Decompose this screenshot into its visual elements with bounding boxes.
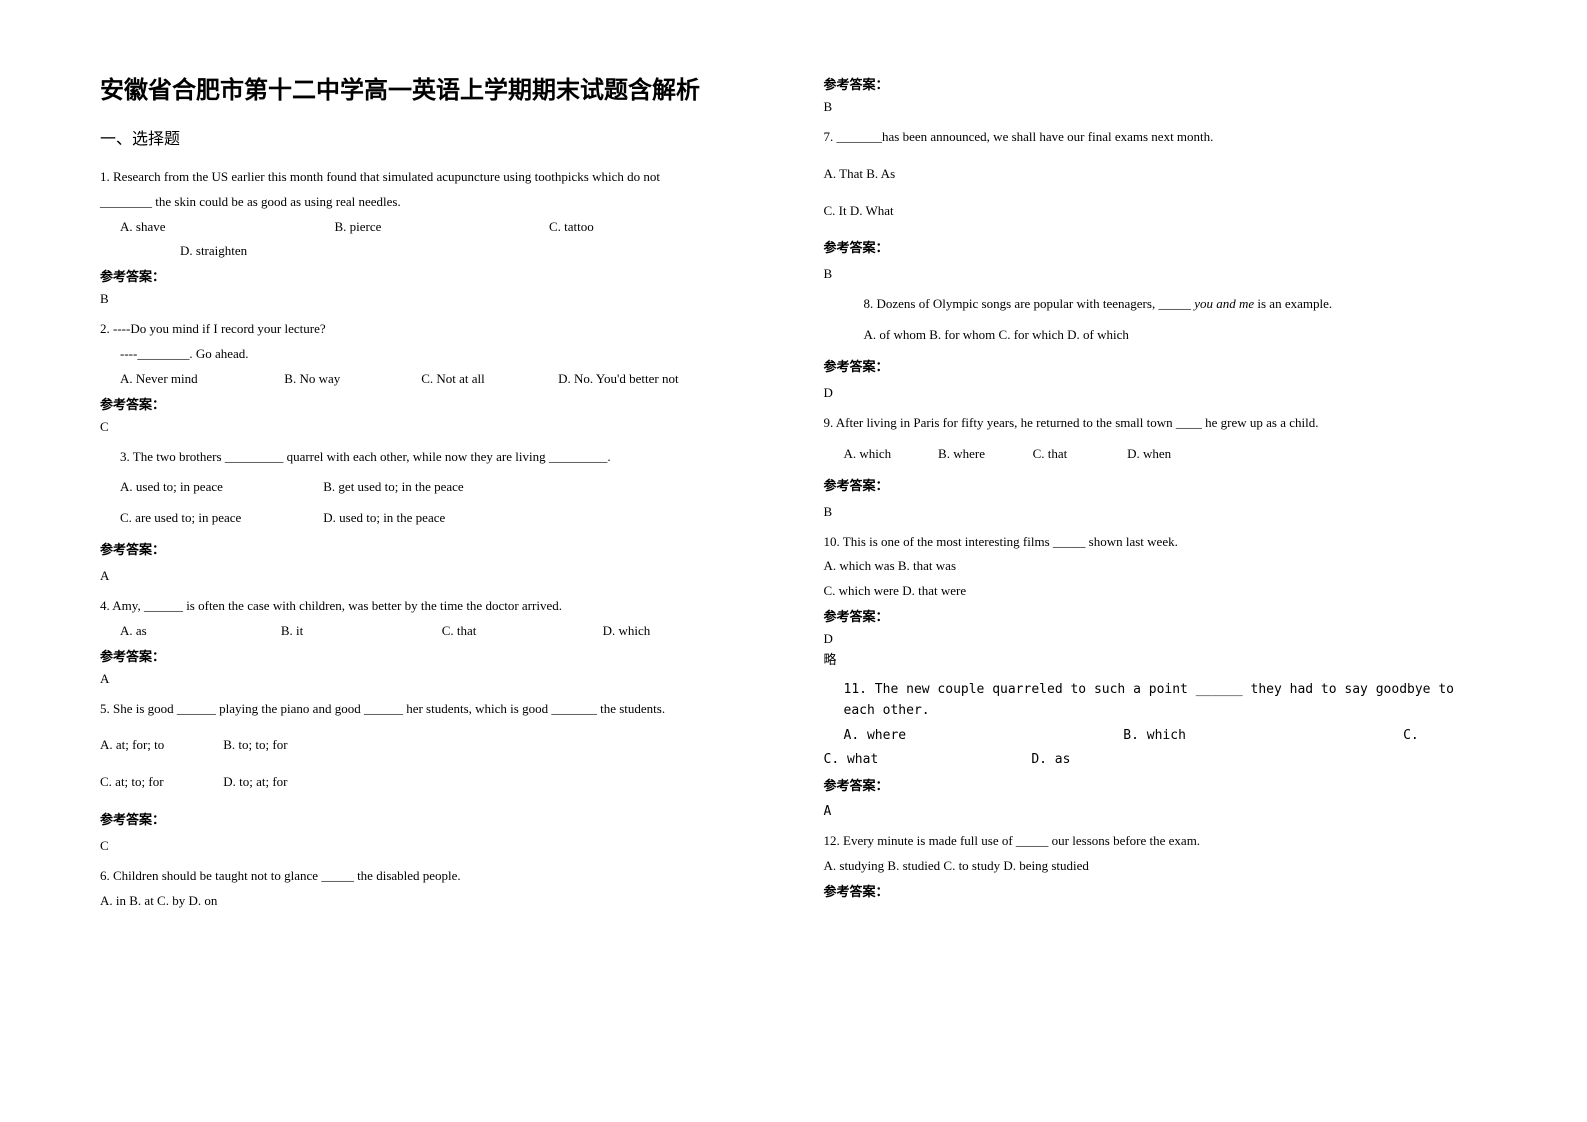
q1-line1: 1. Research from the US earlier this mon… xyxy=(100,167,764,188)
q3-optD: D. used to; in the peace xyxy=(323,510,445,525)
q1-answer: B xyxy=(100,291,764,307)
q12-text: 12. Every minute is made full use of ___… xyxy=(824,831,1488,852)
q3-optB: B. get used to; in the peace xyxy=(323,479,463,494)
q2-answer-label: 参考答案： xyxy=(100,394,764,413)
q3-row2: C. are used to; in peace D. used to; in … xyxy=(100,508,764,529)
q8-answer-label: 参考答案： xyxy=(824,356,1488,375)
q9-optD: D. when xyxy=(1127,444,1222,465)
q8-text-italic: you and me xyxy=(1194,296,1254,311)
q9-optC: C. that xyxy=(1033,444,1128,465)
q11-row2: C. what D. as xyxy=(824,750,1488,771)
q6-answer-label: 参考答案： xyxy=(824,74,1488,93)
q3-optA: A. used to; in peace xyxy=(120,477,320,498)
q4-options: A. as B. it C. that D. which xyxy=(100,621,764,642)
q2-optD: D. No. You'd better not xyxy=(558,369,763,390)
q1-optA: A. shave xyxy=(120,217,335,238)
q4-optD: D. which xyxy=(603,621,764,642)
q2-optA: A. Never mind xyxy=(120,369,284,390)
q1-optC: C. tattoo xyxy=(549,217,764,238)
q9-answer: B xyxy=(824,504,1488,520)
page-title: 安徽省合肥市第十二中学高一英语上学期期末试题含解析 xyxy=(100,70,764,105)
q4-optB: B. it xyxy=(281,621,442,642)
q10-answer-label: 参考答案： xyxy=(824,606,1488,625)
q7-answer-label: 参考答案： xyxy=(824,237,1488,256)
q11-optC: C. what xyxy=(824,750,1024,771)
q3-answer-label: 参考答案： xyxy=(100,539,764,558)
q11-answer-label: 参考答案： xyxy=(824,775,1488,794)
q3-answer: A xyxy=(100,568,764,584)
q5-optC: C. at; to; for xyxy=(100,772,220,793)
q2-line1: 2. ----Do you mind if I record your lect… xyxy=(100,319,764,340)
q6-answer: B xyxy=(824,99,1488,115)
q3-optC: C. are used to; in peace xyxy=(120,508,320,529)
q11-optA: A. where xyxy=(844,726,1124,747)
q5-optA: A. at; for; to xyxy=(100,735,220,756)
q3-text: 3. The two brothers _________ quarrel wi… xyxy=(100,447,764,468)
q5-row2: C. at; to; for D. to; at; for xyxy=(100,772,764,793)
q5-answer-label: 参考答案： xyxy=(100,809,764,828)
q5-optD: D. to; at; for xyxy=(223,774,287,789)
q4-answer: A xyxy=(100,671,764,687)
q9-text: 9. After living in Paris for fifty years… xyxy=(824,413,1488,434)
q8-answer: D xyxy=(824,385,1488,401)
q10-row1: A. which was B. that was xyxy=(824,556,1488,577)
section-heading: 一、选择题 xyxy=(100,125,764,149)
q5-text: 5. She is good ______ playing the piano … xyxy=(100,699,764,720)
q10-row2: C. which were D. that were xyxy=(824,581,1488,602)
q11-row1: A. where B. which C. xyxy=(824,726,1488,747)
q8-text-a: 8. Dozens of Olympic songs are popular w… xyxy=(864,296,1195,311)
q5-answer: C xyxy=(100,838,764,854)
q1-optD: D. straighten xyxy=(100,241,764,262)
q7-answer: B xyxy=(824,266,1488,282)
q7-row2: C. It D. What xyxy=(824,201,1488,222)
q11-text: 11. The new couple quarreled to such a p… xyxy=(824,680,1488,722)
q11-optC-prefix: C. xyxy=(1403,726,1487,747)
q10-text: 10. This is one of the most interesting … xyxy=(824,532,1488,553)
left-column: 安徽省合肥市第十二中学高一英语上学期期末试题含解析 一、选择题 1. Resea… xyxy=(100,70,794,1102)
q8-text-b: is an example. xyxy=(1254,296,1332,311)
q6-options: A. in B. at C. by D. on xyxy=(100,891,764,912)
q4-text: 4. Amy, ______ is often the case with ch… xyxy=(100,596,764,617)
q2-optB: B. No way xyxy=(284,369,421,390)
q10-skip: 略 xyxy=(824,649,1488,668)
q10-answer: D xyxy=(824,631,1488,647)
q9-optB: B. where xyxy=(938,444,1033,465)
q2-line2: ----________. Go ahead. xyxy=(100,344,764,365)
q1-answer-label: 参考答案： xyxy=(100,266,764,285)
q1-options-row1: A. shave B. pierce C. tattoo xyxy=(100,217,764,238)
q2-optC: C. Not at all xyxy=(421,369,558,390)
q1-line2: ________ the skin could be as good as us… xyxy=(100,192,764,213)
q6-text: 6. Children should be taught not to glan… xyxy=(100,866,764,887)
q9-options: A. which B. where C. that D. when xyxy=(824,444,1222,465)
q9-optA: A. which xyxy=(844,444,939,465)
q12-options: A. studying B. studied C. to study D. be… xyxy=(824,856,1488,877)
q11-optB: B. which xyxy=(1123,726,1403,747)
q7-row1: A. That B. As xyxy=(824,164,1488,185)
q4-optC: C. that xyxy=(442,621,603,642)
q8-options: A. of whom B. for whom C. for which D. o… xyxy=(824,325,1488,346)
q5-row1: A. at; for; to B. to; to; for xyxy=(100,735,764,756)
q9-answer-label: 参考答案： xyxy=(824,475,1488,494)
q11-optD: D. as xyxy=(1031,752,1070,767)
q3-row1: A. used to; in peace B. get used to; in … xyxy=(100,477,764,498)
q5-optB: B. to; to; for xyxy=(223,737,287,752)
q7-text: 7. _______has been announced, we shall h… xyxy=(824,127,1488,148)
q2-answer: C xyxy=(100,419,764,435)
q2-options: A. Never mind B. No way C. Not at all D.… xyxy=(100,369,764,390)
q1-optB: B. pierce xyxy=(335,217,550,238)
q4-optA: A. as xyxy=(120,621,281,642)
q11-answer: A xyxy=(824,804,1488,819)
right-column: 参考答案： B 7. _______has been announced, we… xyxy=(794,70,1538,1102)
q8-text: 8. Dozens of Olympic songs are popular w… xyxy=(824,294,1488,315)
q4-answer-label: 参考答案： xyxy=(100,646,764,665)
q12-answer-label: 参考答案： xyxy=(824,881,1488,900)
